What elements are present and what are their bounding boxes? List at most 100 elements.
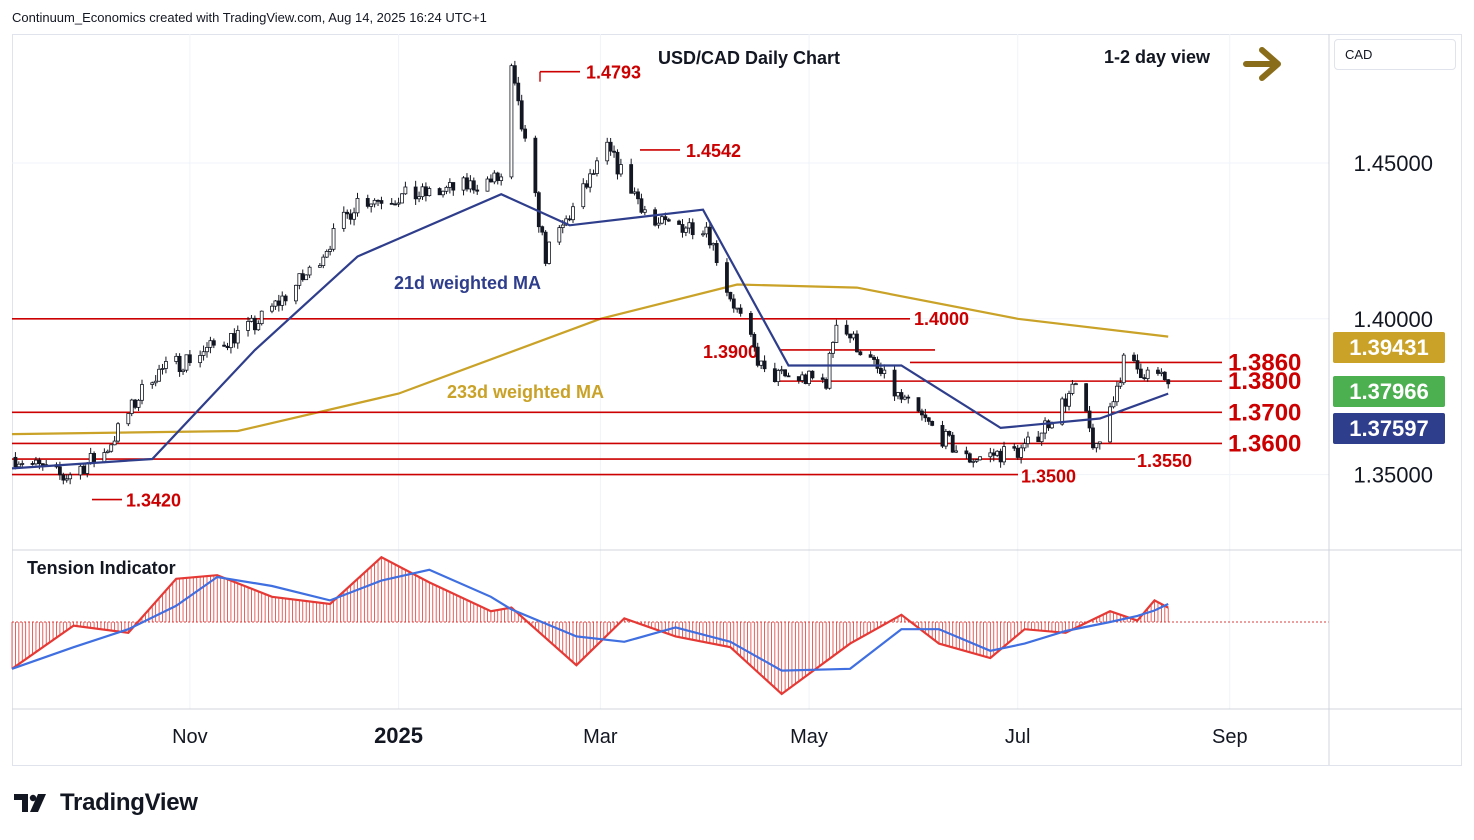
candle-body	[64, 478, 69, 481]
candle-body	[1159, 371, 1164, 374]
candle-body	[783, 369, 787, 377]
candle-body	[557, 227, 562, 243]
level-label: 1.4542	[686, 141, 741, 161]
view-label: 1-2 day view	[1104, 47, 1211, 67]
candle-body	[328, 248, 333, 252]
candle-body	[376, 199, 380, 202]
candle-body	[447, 182, 452, 188]
candle-body	[803, 374, 808, 385]
candle-body	[1156, 369, 1160, 374]
price-tag-box	[1333, 332, 1445, 363]
candle-body	[827, 352, 832, 389]
candle-body	[629, 164, 634, 194]
indicator-title: Tension Indicator	[27, 558, 176, 578]
candle-body	[605, 141, 610, 162]
candle-body	[225, 345, 230, 349]
candle-body	[752, 333, 757, 348]
level-label: 1.3700	[1228, 399, 1301, 426]
ma21-annotation: 21d weighted MA	[394, 273, 541, 293]
candle-body	[256, 323, 261, 331]
candle-body	[971, 460, 976, 463]
price-tag-box	[1333, 413, 1445, 444]
candle-body	[229, 333, 233, 349]
candle-body	[208, 340, 213, 348]
candle-body	[1026, 436, 1030, 444]
candle-body	[68, 474, 73, 480]
candle-body	[57, 466, 62, 476]
candle-body	[369, 203, 374, 207]
candle-body	[800, 374, 805, 381]
candle-body	[591, 173, 596, 175]
candle-body	[389, 202, 394, 205]
candle-body	[1012, 446, 1017, 449]
candle-body	[157, 368, 161, 382]
price-tag-label: 1.37966	[1349, 379, 1429, 404]
candle-body	[581, 183, 586, 208]
candle-body	[892, 369, 897, 397]
candle-body	[201, 351, 206, 356]
candle-body	[1015, 447, 1020, 458]
candle-body	[417, 196, 421, 200]
candle-body	[297, 273, 302, 286]
candle-body	[1121, 354, 1126, 384]
candle-body	[683, 227, 688, 233]
candle-body	[926, 417, 931, 422]
candle-body	[516, 82, 521, 102]
level-label: 1.3860	[1228, 349, 1301, 376]
currency-button[interactable]: CAD	[1334, 39, 1456, 70]
candle-body	[109, 444, 114, 452]
candle-body	[759, 360, 764, 366]
price-tag-box	[1333, 376, 1445, 407]
candle-body	[341, 211, 346, 229]
candle-body	[1073, 383, 1078, 386]
tradingview-logo[interactable]: TradingView	[14, 788, 198, 818]
candle-body	[427, 188, 432, 197]
candle-body	[851, 333, 856, 339]
candle-body	[588, 173, 593, 188]
candle-body	[1138, 368, 1143, 379]
candle-body	[875, 359, 880, 369]
x-tick-label: May	[790, 726, 828, 748]
tradingview-logo-text: TradingView	[60, 789, 198, 816]
candle-body	[1118, 382, 1123, 387]
candle-body	[848, 333, 852, 339]
candle-body	[701, 233, 705, 236]
osc-slow-line	[11, 568, 1169, 672]
price-tag-label: 1.39431	[1349, 335, 1429, 360]
candle-body	[1060, 398, 1065, 425]
candle-body	[916, 397, 921, 412]
candle-body	[964, 450, 969, 455]
candle-body	[896, 392, 900, 397]
candle-body	[772, 368, 777, 383]
candle-body	[899, 392, 904, 400]
candle-body	[489, 178, 493, 183]
candle-body	[707, 226, 712, 246]
candle-body	[174, 355, 179, 362]
level-label: 1.3420	[126, 491, 181, 511]
candle-body	[252, 317, 257, 331]
candle-body	[796, 376, 801, 381]
y-tick-label: 1.45000	[1353, 151, 1433, 176]
candle-body	[129, 399, 134, 414]
candle-body	[1142, 377, 1147, 380]
candle-body	[485, 178, 490, 192]
candle-body	[164, 361, 168, 369]
candle-body	[413, 186, 418, 200]
right-arrow-icon	[1243, 47, 1281, 81]
candle-body	[711, 243, 716, 246]
candle-body	[177, 355, 182, 372]
candle-body	[116, 423, 120, 442]
candle-body	[704, 226, 709, 235]
candle-body	[728, 291, 733, 300]
candle-body	[441, 190, 445, 196]
y-tick-label: 1.40000	[1353, 307, 1433, 332]
candle-body	[273, 300, 278, 307]
candle-body	[222, 344, 226, 347]
candle-body	[776, 370, 781, 383]
arrow-shape	[1243, 47, 1281, 81]
candle-body	[608, 141, 613, 152]
x-tick-label: 2025	[374, 723, 423, 748]
candle-body	[560, 224, 565, 229]
candle-body	[321, 256, 326, 266]
